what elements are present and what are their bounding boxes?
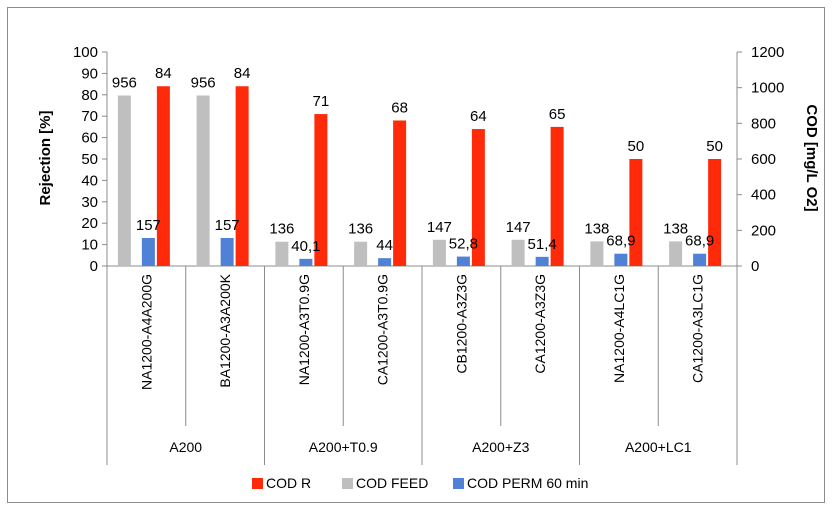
data-label-cod-feed: 147 xyxy=(506,219,531,236)
left-tick-label: 20 xyxy=(81,215,98,232)
data-label-cod-perm: 40,1 xyxy=(291,238,320,255)
left-tick-label: 50 xyxy=(81,151,98,168)
data-label-cod-perm: 68,9 xyxy=(606,233,635,250)
data-label-cod-r: 50 xyxy=(706,138,723,155)
bar-cod-feed xyxy=(669,241,683,266)
left-tick-label: 100 xyxy=(73,44,98,61)
legend-swatch xyxy=(453,478,464,489)
data-label-cod-r: 84 xyxy=(155,65,172,82)
right-axis-title: COD [mg/L O2] xyxy=(803,104,820,211)
bar-cod-perm xyxy=(141,238,155,266)
group-label: A200+T0.9 xyxy=(309,439,378,455)
category-label: NA1200-A3T0.9G xyxy=(296,274,312,385)
right-tick-label: 1200 xyxy=(751,44,784,61)
left-tick-label: 80 xyxy=(81,87,98,104)
right-tick-label: 800 xyxy=(751,115,776,132)
right-tick-label: 200 xyxy=(751,222,776,239)
category-label: CA1200-A3LC1G xyxy=(690,274,706,383)
bar-cod-r xyxy=(156,86,170,267)
bar-cod-perm xyxy=(614,253,628,266)
group-label: A200+LC1 xyxy=(625,439,692,455)
left-tick-label: 0 xyxy=(90,258,98,275)
legend: COD R COD FEED COD PERM 60 min xyxy=(252,475,588,491)
category-label: CA1200-A3Z3G xyxy=(532,274,548,374)
bar-cod-perm xyxy=(535,256,549,266)
group-label: A200 xyxy=(169,439,202,455)
legend-label: COD FEED xyxy=(356,475,428,491)
category-label: NA1200-A4LC1G xyxy=(611,274,627,383)
legend-swatch xyxy=(252,478,263,489)
legend-label: COD PERM 60 min xyxy=(467,475,588,491)
bar-cod-perm xyxy=(299,258,313,266)
data-label-cod-feed: 138 xyxy=(663,220,688,237)
data-label-cod-perm: 51,4 xyxy=(528,236,557,253)
bar-cod-feed xyxy=(117,95,131,266)
data-label-cod-perm: 157 xyxy=(215,217,240,234)
right-tick-label: 0 xyxy=(751,258,759,275)
data-label-cod-feed: 136 xyxy=(348,221,373,238)
data-label-cod-feed: 956 xyxy=(191,75,216,92)
bar-cod-r xyxy=(393,120,407,266)
bar-cod-r xyxy=(708,159,722,266)
legend-label: COD R xyxy=(266,475,311,491)
data-label-cod-feed: 138 xyxy=(584,220,609,237)
bar-cod-perm xyxy=(220,238,234,266)
data-label-cod-perm: 52,8 xyxy=(449,236,478,253)
data-label-cod-r: 71 xyxy=(313,93,330,110)
bar-cod-r xyxy=(471,129,485,266)
data-labels: 956157849561578413640,171136446814752,86… xyxy=(112,65,723,255)
data-label-cod-r: 68 xyxy=(391,99,408,116)
bar-cod-r xyxy=(314,114,328,266)
bar-cod-perm xyxy=(456,256,470,266)
bar-cod-feed xyxy=(275,241,289,266)
left-axis-ticks: 0 10 20 30 40 50 60 70 80 90 100 xyxy=(73,44,107,275)
data-label-cod-perm: 44 xyxy=(376,237,393,254)
left-tick-label: 90 xyxy=(81,65,98,82)
legend-swatch xyxy=(342,478,353,489)
data-label-cod-feed: 956 xyxy=(112,75,137,92)
right-tick-label: 400 xyxy=(751,187,776,204)
category-axis: NA1200-A4A200G BA1200-A3A200K NA1200-A3T0.… xyxy=(106,266,738,465)
bar-cod-feed xyxy=(511,239,525,266)
bar-cod-feed xyxy=(196,95,210,266)
left-tick-label: 10 xyxy=(81,237,98,254)
data-label-cod-r: 64 xyxy=(470,108,487,125)
left-tick-label: 30 xyxy=(81,194,98,211)
bar-cod-r xyxy=(629,159,643,266)
left-tick-label: 40 xyxy=(81,172,98,189)
bar-cod-perm xyxy=(693,253,707,266)
data-label-cod-feed: 147 xyxy=(427,219,452,236)
category-label: CB1200-A3Z3G xyxy=(453,274,469,374)
data-label-cod-perm: 68,9 xyxy=(685,233,714,250)
left-axis-title: Rejection [%] xyxy=(37,110,54,205)
right-tick-label: 1000 xyxy=(751,80,784,97)
right-tick-label: 600 xyxy=(751,151,776,168)
bar-cod-feed xyxy=(432,239,446,266)
category-label: BA1200-A3A200K xyxy=(217,273,233,387)
bar-cod-perm xyxy=(378,258,392,266)
data-label-cod-r: 50 xyxy=(628,138,645,155)
bar-cod-feed xyxy=(590,241,604,266)
group-label: A200+Z3 xyxy=(472,439,529,455)
data-label-cod-r: 65 xyxy=(549,106,566,123)
data-label-cod-perm: 157 xyxy=(136,217,161,234)
category-label: NA1200-A4A200G xyxy=(138,274,154,390)
left-tick-label: 60 xyxy=(81,130,98,147)
bars xyxy=(117,86,722,267)
bar-cod-feed xyxy=(354,241,368,266)
bar-cod-r xyxy=(550,126,564,267)
data-label-cod-r: 84 xyxy=(234,65,251,82)
right-axis-ticks: 0 200 400 600 800 1000 1200 xyxy=(737,44,784,275)
category-label: CA1200-A3T0.9G xyxy=(375,274,391,385)
bar-cod-r xyxy=(235,86,249,267)
left-tick-label: 70 xyxy=(81,108,98,125)
data-label-cod-feed: 136 xyxy=(269,221,294,238)
